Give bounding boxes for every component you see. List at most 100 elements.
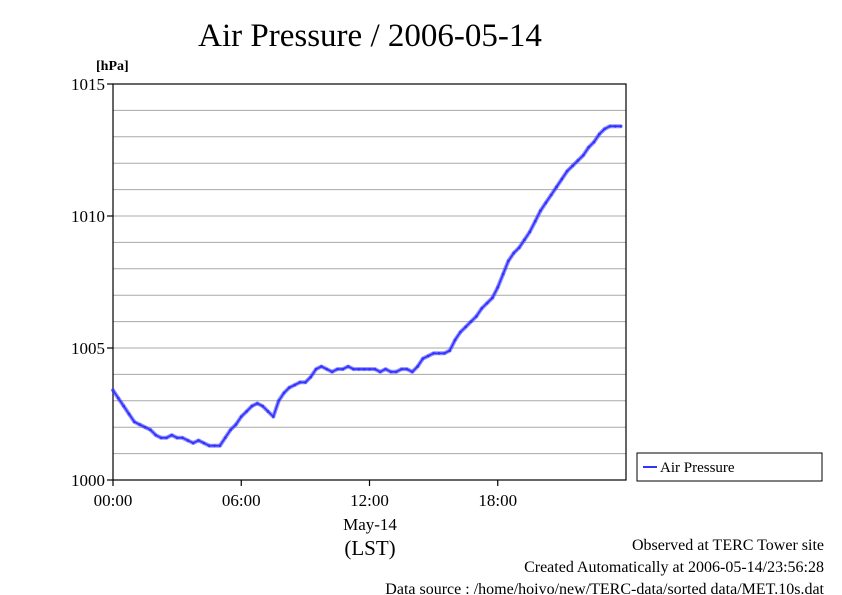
data-point [560, 177, 564, 181]
data-point [159, 436, 163, 440]
data-point [539, 209, 542, 213]
data-point [512, 251, 516, 255]
data-point [255, 402, 259, 405]
legend-box [636, 452, 823, 482]
data-point [234, 423, 238, 426]
data-point [459, 330, 462, 334]
data-point [587, 146, 590, 149]
data-point [555, 185, 558, 189]
data-point [528, 230, 532, 234]
data-point [266, 410, 270, 413]
legend-label: Air Pressure [660, 460, 735, 476]
data-point [191, 441, 195, 445]
data-point [272, 415, 275, 418]
data-point [250, 404, 254, 408]
data-point [170, 433, 174, 437]
footer-created: Created Automatically at 2006-05-14/23:5… [524, 559, 824, 576]
y-axis-unit-label: [hPa] [96, 59, 129, 74]
data-point [432, 351, 435, 355]
data-point [453, 338, 457, 342]
data-point [277, 399, 280, 403]
data-point [357, 367, 361, 371]
data-point [491, 296, 494, 300]
data-point [352, 367, 355, 371]
data-point [149, 428, 152, 432]
data-point [293, 383, 296, 387]
data-point [389, 370, 393, 374]
y-axis: 1000 1005 1010 1015 [71, 75, 113, 490]
data-point [320, 365, 323, 368]
y-tick-label: 1010 [71, 207, 105, 226]
x-tick-label: 06:00 [222, 491, 261, 510]
x-tick-label: 12:00 [350, 491, 389, 510]
data-point [603, 127, 606, 131]
data-point [154, 433, 158, 437]
data-point [614, 124, 617, 128]
data-point [213, 444, 216, 447]
data-point [282, 391, 286, 395]
data-point [346, 365, 350, 368]
data-point [138, 423, 142, 426]
footer-observed: Observed at TERC Tower site [632, 537, 824, 554]
data-point [592, 140, 596, 144]
x-tick-label: 18:00 [478, 491, 517, 510]
data-point [437, 351, 441, 355]
data-point [384, 367, 387, 371]
footer-data-source: Data source : /home/hoivo/new/TERC-data/… [385, 581, 824, 595]
data-point [517, 246, 521, 249]
data-point [309, 375, 313, 379]
series-line-air-pressure [112, 125, 622, 447]
data-point [496, 285, 500, 289]
data-point [464, 325, 467, 329]
y-tick-label: 1000 [71, 471, 105, 490]
data-point [480, 307, 484, 310]
data-point [133, 420, 136, 424]
data-point [245, 410, 248, 413]
data-point [122, 404, 125, 408]
data-point [426, 354, 430, 358]
data-point [229, 428, 232, 432]
data-point [143, 425, 147, 429]
data-point [175, 436, 179, 440]
y-tick-label: 1005 [71, 339, 105, 358]
data-point [239, 415, 243, 418]
data-point [223, 436, 227, 440]
data-point [111, 388, 115, 392]
data-point [197, 439, 200, 442]
data-point [336, 367, 339, 371]
chart-title: Air Pressure / 2006-05-14 [198, 18, 542, 54]
data-point [304, 381, 307, 384]
series-band [111, 124, 623, 448]
data-point [576, 159, 580, 162]
data-point [261, 404, 264, 408]
data-point [330, 370, 334, 374]
data-point [378, 370, 382, 374]
data-point [581, 153, 585, 157]
x-axis: 00:00 06:00 12:00 18:00 [94, 480, 517, 510]
data-point [202, 441, 206, 445]
data-point [127, 412, 131, 416]
data-point [218, 444, 222, 447]
data-point [368, 367, 371, 371]
legend: Air Pressure [636, 452, 823, 482]
y-tick-label: 1015 [71, 75, 105, 94]
data-point [298, 381, 302, 384]
x-axis-date-label: May-14 [343, 515, 397, 534]
data-point [565, 169, 569, 173]
data-point [507, 259, 510, 263]
data-point [288, 386, 291, 389]
data-point [501, 272, 505, 276]
data-point [549, 193, 553, 197]
data-point [475, 315, 478, 318]
data-point [181, 436, 184, 440]
data-point [571, 164, 574, 168]
data-point [544, 201, 548, 205]
data-point [207, 444, 211, 447]
series-layer [111, 124, 623, 448]
data-point [416, 365, 419, 368]
data-point [341, 367, 345, 371]
data-point [448, 349, 451, 352]
data-point [165, 436, 168, 440]
data-point [186, 439, 190, 442]
